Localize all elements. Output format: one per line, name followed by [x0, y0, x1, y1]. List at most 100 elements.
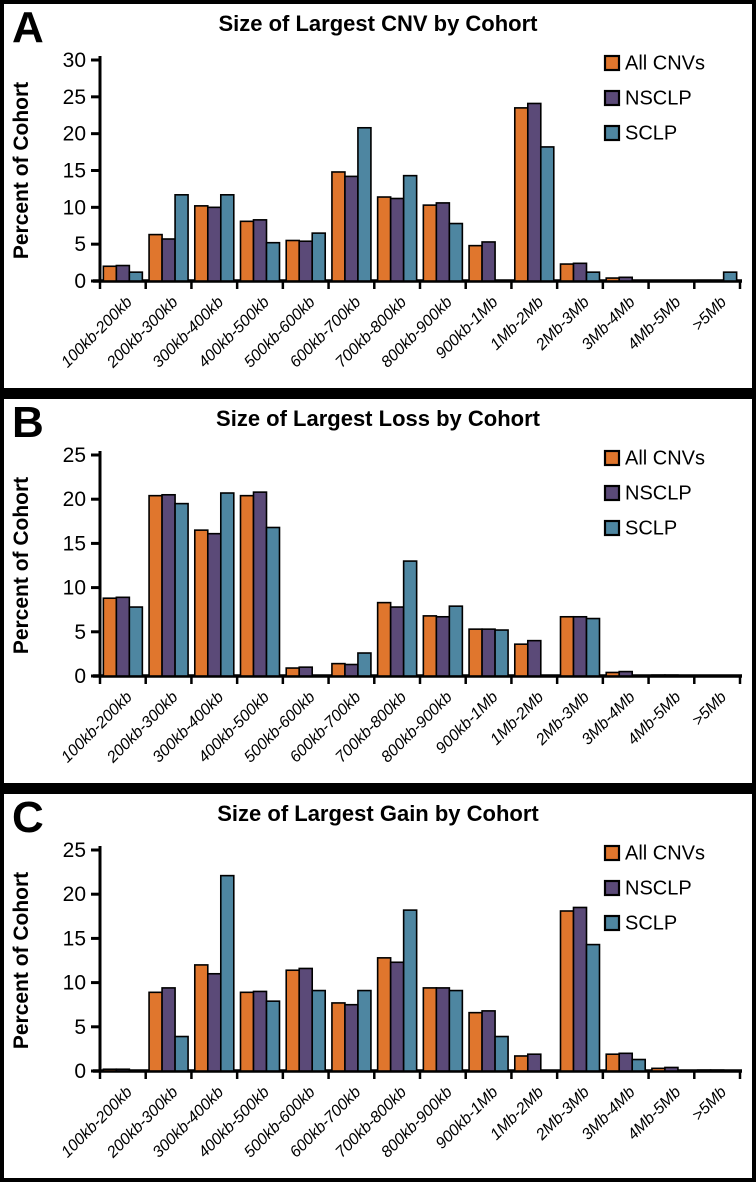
bar-nsclp	[526, 102, 542, 282]
bar-sclp	[585, 617, 601, 677]
y-axis-title: Percent of Cohort	[10, 477, 33, 654]
bar-all-cnvs	[239, 991, 255, 1072]
legend-swatch-sclp	[603, 519, 621, 537]
y-tick-label: 5	[74, 1016, 86, 1039]
legend-label: SCLP	[625, 123, 677, 145]
x-category-label: >5Mb	[689, 294, 730, 335]
legend: All CNVs NSCLP SCLP	[603, 53, 705, 145]
y-axis-title: Percent of Cohort	[10, 872, 33, 1049]
bar-sclp	[402, 909, 418, 1072]
chart-largest-cnv: 0 5 10 15 20 25 30 100kb-200kb 200kb-300kb 300kb-…	[4, 4, 752, 388]
x-category-label: >5Mb	[689, 689, 730, 730]
bar-sclp	[585, 271, 601, 282]
bar-nsclp	[161, 238, 176, 282]
bar-all-cnvs	[102, 1068, 118, 1072]
bar-sclp	[494, 1035, 509, 1072]
bar-sclp	[265, 526, 281, 677]
bar-all-cnvs	[468, 628, 483, 677]
bar-sclp	[357, 652, 372, 677]
y-tick-label: 20	[63, 488, 86, 511]
bar-all-cnvs	[102, 265, 118, 282]
y-tick-label: 15	[63, 160, 86, 183]
bar-all-cnvs	[148, 233, 163, 282]
bar-all-cnvs	[559, 615, 575, 677]
bar-all-cnvs	[513, 1055, 529, 1072]
bar-all-cnvs	[285, 969, 301, 1072]
bar-nsclp	[435, 987, 451, 1072]
bar-sclp	[311, 989, 327, 1072]
bar-sclp	[448, 989, 464, 1072]
y-tick-label: 20	[63, 123, 86, 146]
bar-sclp	[174, 194, 189, 282]
legend-label: All CNVs	[625, 448, 705, 470]
bar-all-cnvs	[605, 1053, 621, 1072]
bar-all-cnvs	[559, 263, 575, 282]
legend-swatch-all-cnvs	[603, 54, 621, 72]
chart-svg: 0510152025100kb-200kb200kb-300kb300kb-40…	[10, 444, 742, 767]
chart-largest-loss: 0 5 10 15 20 25 100kb-200kb 200kb-300kb 300kb-40…	[4, 399, 752, 783]
legend-label: NSCLP	[625, 878, 692, 900]
bar-sclp	[357, 126, 372, 282]
legend-swatch-nsclp	[603, 879, 621, 897]
y-tick-label: 5	[74, 233, 86, 256]
bar-nsclp	[389, 606, 405, 677]
y-tick-label: 30	[63, 49, 86, 72]
panel-b: B Size of Largest Loss by Cohort 0 5 10 15 2…	[0, 395, 756, 787]
bar-sclp	[311, 232, 327, 282]
bar-sclp	[128, 606, 144, 677]
bar-sclp	[631, 1058, 647, 1072]
bar-all-cnvs	[696, 1069, 712, 1072]
bar-nsclp	[526, 1053, 542, 1072]
y-tick-label: 25	[63, 86, 86, 109]
bar-all-cnvs	[148, 991, 163, 1072]
bar-all-cnvs	[331, 171, 346, 282]
legend-label: SCLP	[625, 913, 677, 935]
bar-sclp	[174, 1035, 189, 1072]
bar-nsclp	[298, 666, 314, 677]
bar-all-cnvs	[651, 1067, 666, 1072]
bar-nsclp	[526, 639, 542, 677]
bar-sclp	[219, 874, 235, 1072]
legend-swatch-sclp	[603, 124, 621, 142]
y-tick-label: 5	[74, 621, 86, 644]
bar-sclp	[357, 989, 372, 1072]
bar-sclp	[448, 605, 464, 677]
bar-nsclp	[664, 674, 679, 677]
bars-group	[102, 874, 725, 1072]
bar-nsclp	[161, 987, 176, 1072]
panel-title-a: Size of Largest CNV by Cohort	[218, 11, 538, 36]
bar-nsclp	[709, 279, 725, 282]
bar-sclp	[402, 560, 418, 677]
bar-nsclp	[344, 175, 359, 282]
legend-label: SCLP	[625, 518, 677, 540]
y-tick-label: 25	[63, 444, 86, 467]
bar-nsclp	[389, 197, 405, 282]
bar-nsclp	[664, 1066, 679, 1072]
panel-letter-a: A	[12, 3, 44, 52]
chart-svg: 051015202530100kb-200kb200kb-300kb300kb-…	[10, 49, 742, 372]
bars-group	[102, 102, 738, 282]
y-tick-label: 0	[74, 270, 86, 293]
bar-nsclp	[206, 532, 222, 677]
bars-group	[102, 491, 679, 677]
bar-nsclp	[481, 1010, 496, 1072]
bar-nsclp	[709, 1069, 725, 1072]
bar-sclp	[174, 502, 189, 677]
bar-all-cnvs	[102, 597, 118, 677]
bar-nsclp	[481, 628, 496, 677]
bar-all-cnvs	[376, 957, 392, 1072]
panel-a: A Size of Largest CNV by Cohort 0 5 10 15 20…	[0, 0, 756, 392]
bar-sclp	[585, 943, 601, 1072]
legend-label: NSCLP	[625, 88, 692, 110]
bar-nsclp	[161, 493, 176, 677]
bar-all-cnvs	[239, 220, 255, 282]
legend-swatch-nsclp	[603, 89, 621, 107]
bar-nsclp	[115, 596, 131, 677]
bar-sclp	[402, 174, 418, 282]
bar-sclp	[265, 241, 281, 282]
bar-all-cnvs	[651, 674, 666, 677]
bar-nsclp	[115, 264, 131, 282]
panel-title-c: Size of Largest Gain by Cohort	[217, 801, 539, 826]
x-category-label: >5Mb	[689, 1084, 730, 1125]
y-tick-label: 20	[63, 883, 86, 906]
